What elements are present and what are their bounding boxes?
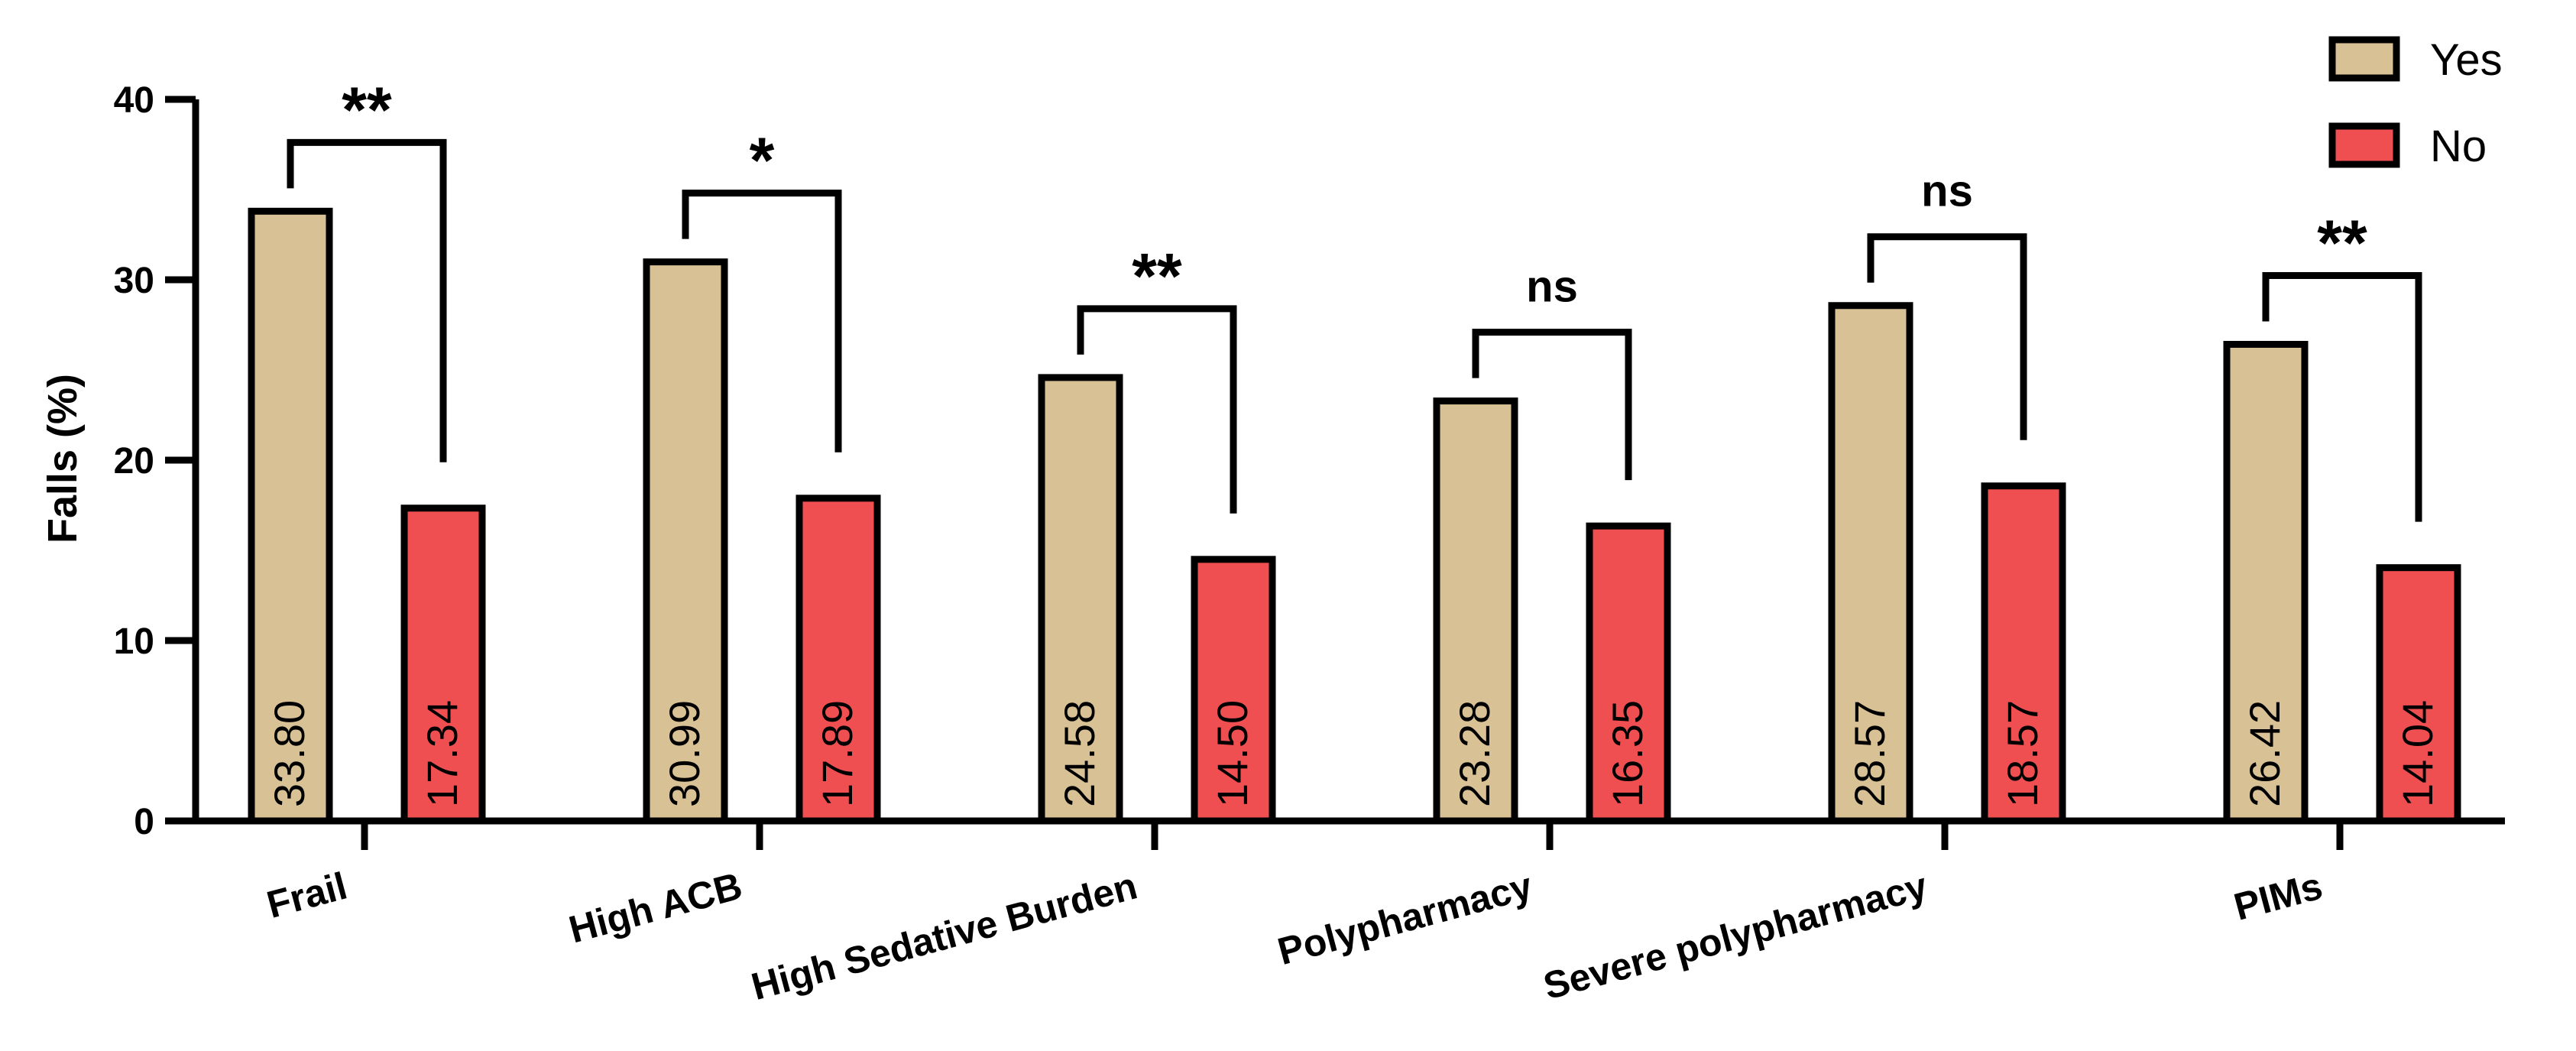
y-tick-label-0: 0 — [134, 802, 154, 842]
bar-no-6 — [2376, 564, 2461, 825]
significance-label-3: ** — [1132, 240, 1182, 312]
legend-label-yes: Yes — [2430, 35, 2503, 85]
value-label-yes-5: 28.57 — [1845, 700, 1894, 807]
bar-yes-2 — [643, 258, 728, 825]
legend-swatch-yes — [2328, 36, 2400, 82]
legend-swatch-no — [2328, 122, 2400, 168]
x-tick-label-2: High ACB — [565, 864, 747, 952]
value-label-no-4: 16.35 — [1603, 700, 1651, 807]
value-label-yes-3: 24.58 — [1055, 700, 1103, 807]
x-tick-label-4: Polypharmacy — [1273, 864, 1537, 973]
legend-label-no: No — [2430, 122, 2487, 171]
significance-bracket-6 — [2262, 271, 2422, 522]
x-tick-label-3: High Sedative Burden — [747, 864, 1142, 1009]
value-label-yes-4: 23.28 — [1450, 700, 1499, 807]
significance-bracket-5 — [1867, 233, 2027, 440]
value-label-no-5: 18.57 — [1998, 700, 2046, 807]
value-label-no-6: 14.04 — [2393, 700, 2442, 807]
bar-no-5 — [1981, 482, 2066, 825]
value-label-yes-2: 30.99 — [660, 700, 708, 807]
value-label-no-1: 17.34 — [418, 700, 466, 807]
value-label-yes-6: 26.42 — [2241, 700, 2289, 807]
significance-bracket-2 — [682, 190, 842, 453]
significance-bracket-1 — [287, 138, 447, 462]
significance-label-4: ns — [1526, 262, 1578, 312]
x-tick-label-1: Frail — [262, 864, 351, 926]
x-tick-label-6: PIMs — [2230, 864, 2327, 929]
significance-label-2: * — [750, 125, 775, 196]
significance-label-6: ** — [2317, 206, 2367, 278]
y-axis-label: Falls (%) — [40, 374, 86, 543]
significance-bracket-4 — [1472, 329, 1632, 481]
bar-no-2 — [795, 495, 881, 825]
value-label-no-2: 17.89 — [813, 700, 861, 807]
bar-yes-3 — [1038, 374, 1123, 825]
bar-no-4 — [1586, 522, 1671, 825]
y-tick-label-10: 10 — [114, 621, 154, 662]
y-tick-label-30: 30 — [114, 261, 154, 301]
value-label-no-3: 14.50 — [1208, 700, 1256, 807]
significance-label-1: ** — [342, 73, 392, 145]
bar-yes-4 — [1433, 397, 1518, 825]
value-label-yes-1: 33.80 — [265, 700, 313, 807]
y-tick-label-40: 40 — [114, 80, 154, 121]
significance-label-5: ns — [1921, 167, 1973, 216]
y-tick-label-20: 20 — [114, 441, 154, 482]
x-tick-label-5: Severe polypharmacy — [1539, 864, 1932, 1007]
significance-bracket-3 — [1077, 305, 1237, 514]
bar-no-3 — [1191, 556, 1276, 825]
